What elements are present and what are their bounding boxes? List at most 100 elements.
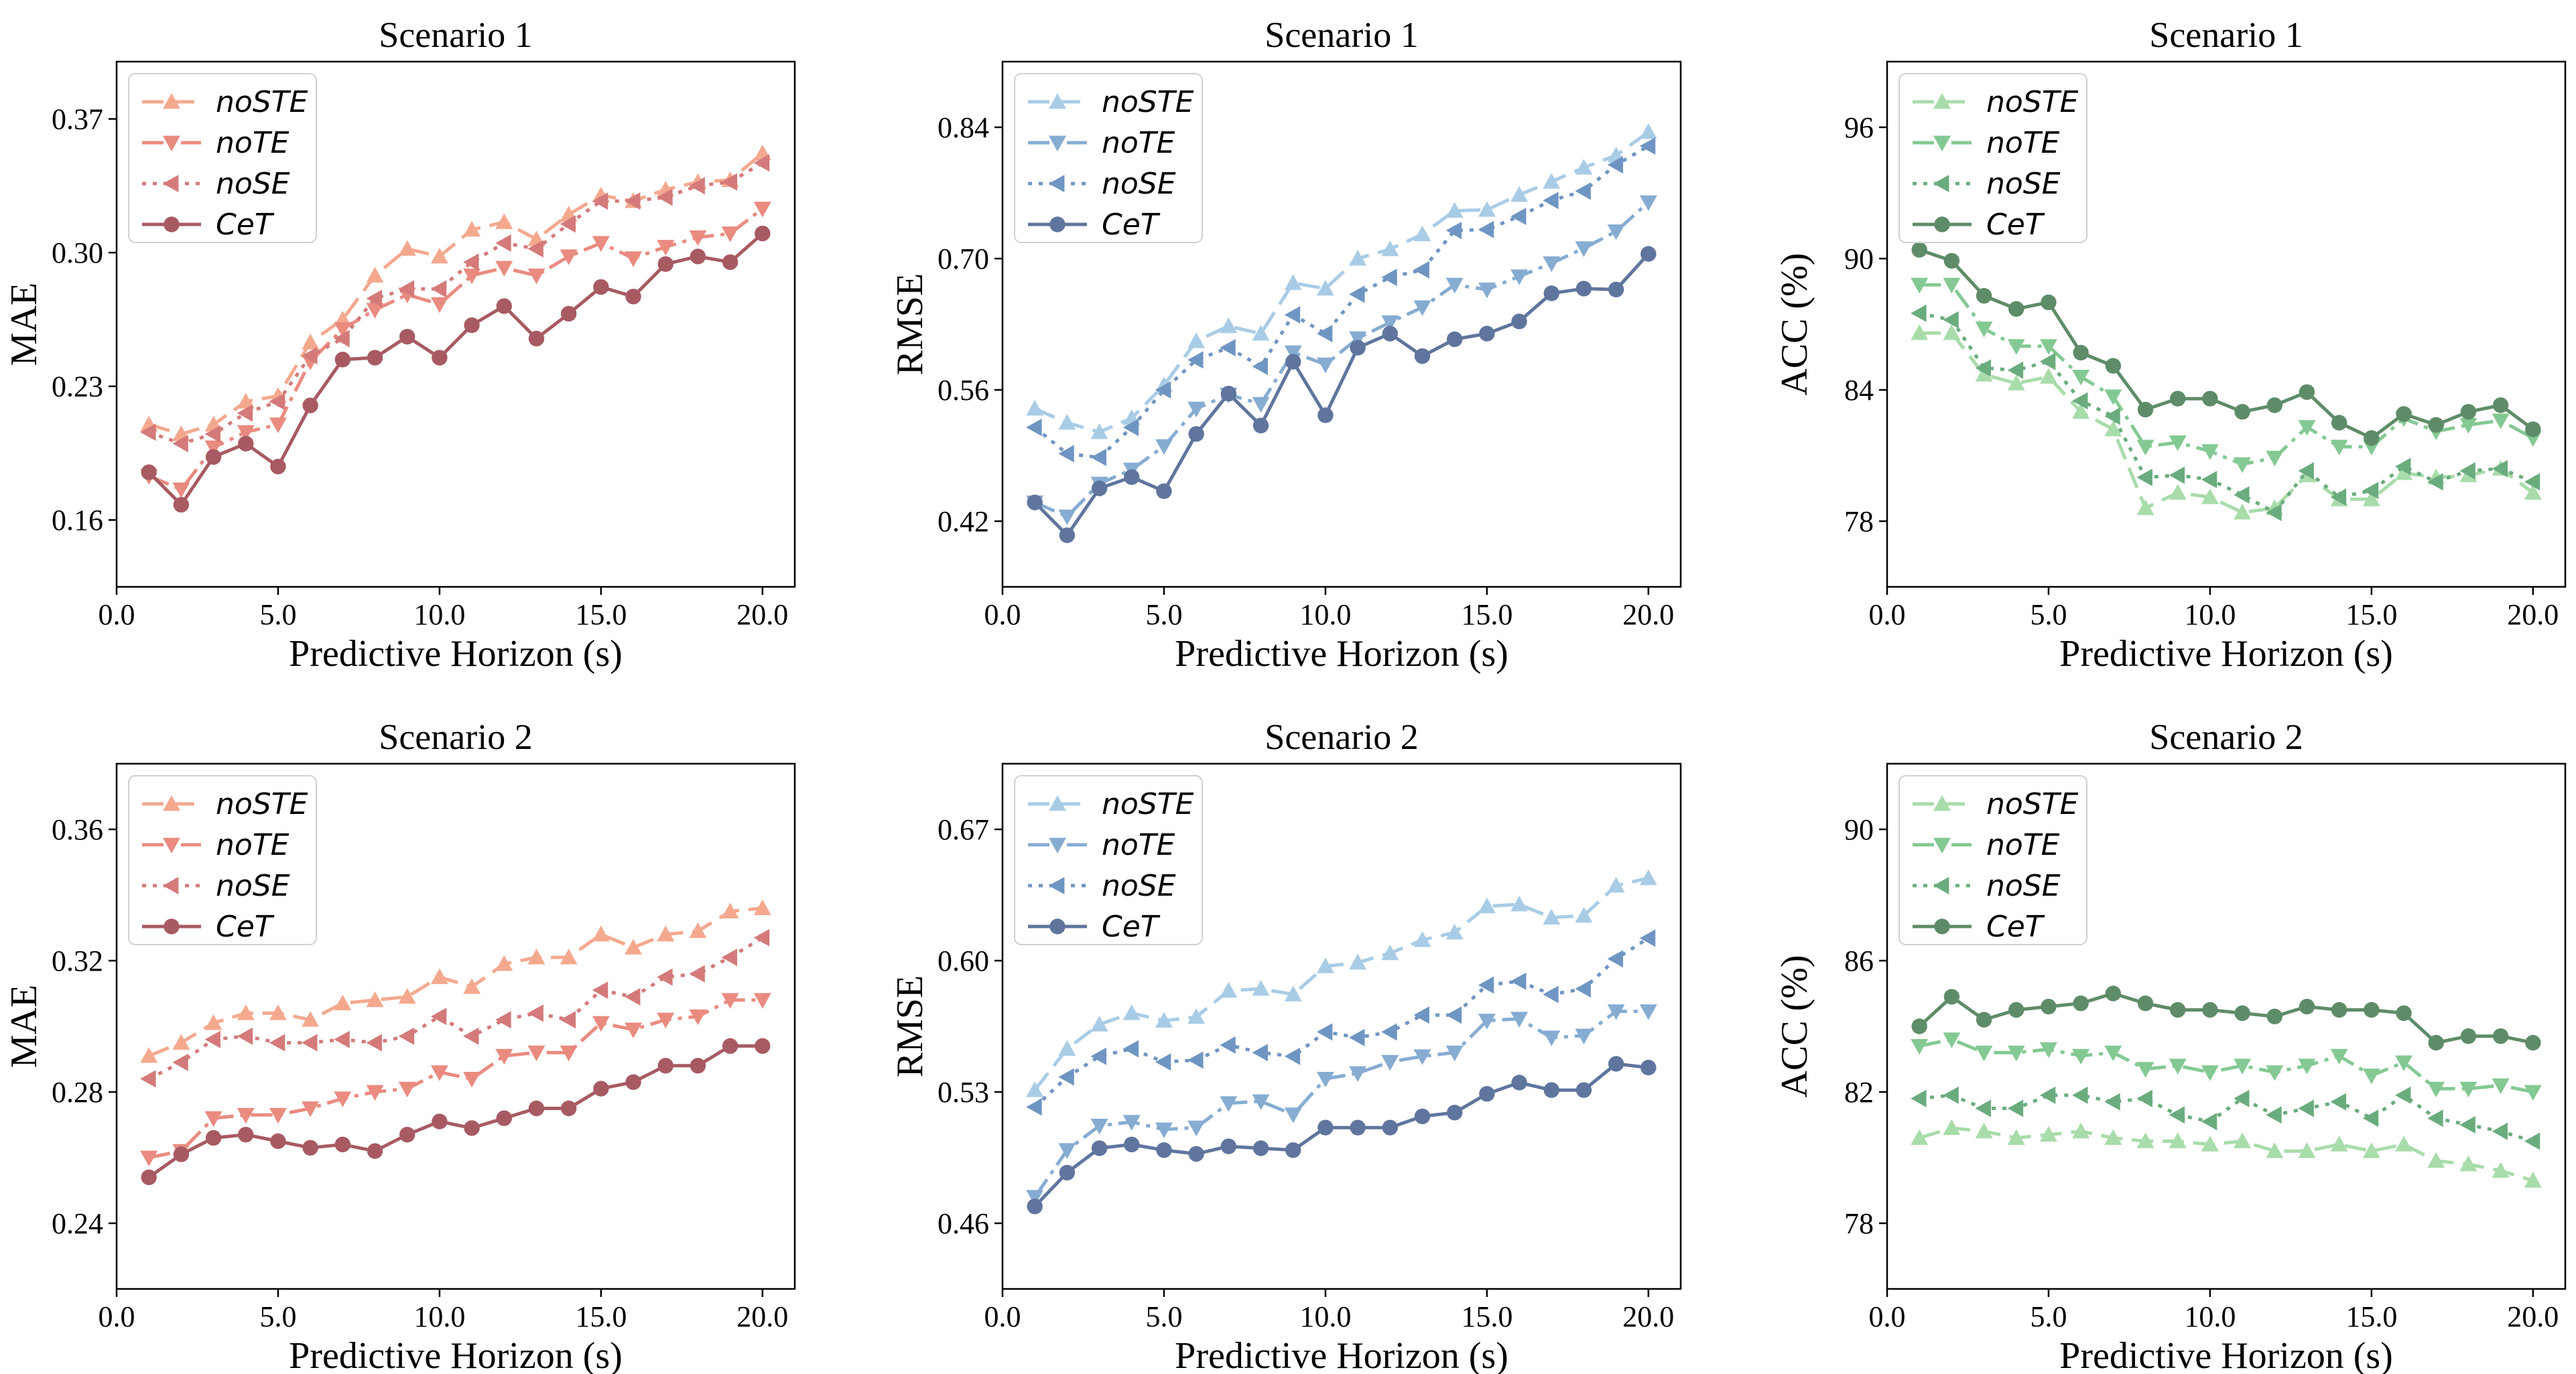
- data-point-noSE: [495, 1011, 511, 1029]
- data-point-CeT: [496, 1110, 512, 1126]
- data-point-CeT: [2266, 1008, 2282, 1025]
- data-point-noTE: [2362, 1069, 2380, 1085]
- data-point-noTE: [1639, 195, 1657, 211]
- data-point-noTE: [1510, 269, 1529, 285]
- data-point-noSE: [1911, 1089, 1927, 1107]
- data-point-CeT: [367, 350, 383, 366]
- legend-label: noSTE: [1102, 787, 1194, 821]
- data-point-noSE: [625, 192, 641, 210]
- data-point-noSE: [1975, 359, 1991, 377]
- y-tick-label: 0.32: [52, 945, 103, 977]
- legend-label: CeT: [1986, 208, 2045, 242]
- data-point-noTE: [2072, 1048, 2090, 1065]
- series-noSE: [140, 154, 770, 453]
- series-CeT: [1027, 1056, 1657, 1215]
- data-point-noSE: [1026, 419, 1042, 436]
- data-point-noSE: [592, 192, 608, 210]
- data-point-CeT: [755, 1038, 771, 1054]
- data-point-CeT: [2234, 1005, 2250, 1022]
- data-point-noTE: [2007, 1045, 2025, 1062]
- data-point-noSE: [1510, 972, 1527, 990]
- data-point-noTE: [1187, 1120, 1206, 1137]
- legend-label: noSTE: [1986, 85, 2079, 119]
- data-point-noSE: [2201, 470, 2217, 488]
- series-line-noTE: [1919, 1038, 2534, 1094]
- series-CeT: [1911, 985, 2541, 1051]
- data-point-noSE: [689, 177, 705, 195]
- data-point-noSE: [1478, 976, 1494, 994]
- data-point-noSE: [657, 968, 673, 986]
- data-point-noSTE: [430, 968, 448, 984]
- data-point-noSTE: [1349, 250, 1367, 266]
- data-point-noSTE: [1943, 1119, 1961, 1136]
- data-point-noSTE: [2007, 374, 2025, 391]
- legend-marker-noSTE: [1933, 795, 1951, 811]
- x-tick-label: 15.0: [575, 598, 627, 631]
- legend: noSTE noTE noSE CeT: [1898, 775, 2087, 945]
- data-point-noSTE: [1252, 980, 1270, 996]
- data-point-CeT: [2266, 397, 2282, 413]
- data-point-noTE: [495, 261, 513, 277]
- data-point-CeT: [1414, 1108, 1431, 1125]
- data-point-noSTE: [1058, 1040, 1076, 1056]
- x-tick-label: 5.0: [2030, 598, 2067, 631]
- data-point-CeT: [2170, 1002, 2186, 1018]
- y-tick-label: 0.24: [52, 1207, 103, 1240]
- x-tick-label: 0.0: [99, 598, 135, 631]
- data-point-noSE: [269, 393, 285, 411]
- legend-box: [1898, 73, 2087, 243]
- data-point-noTE: [1220, 1096, 1238, 1112]
- data-point-noSE: [2492, 1122, 2508, 1140]
- data-point-CeT: [302, 397, 318, 413]
- data-point-CeT: [2105, 358, 2122, 374]
- series-line-CeT: [1918, 991, 2534, 1044]
- data-point-noTE: [1413, 300, 1431, 316]
- data-point-noTE: [1155, 439, 1173, 455]
- plot-frame: [115, 762, 796, 1290]
- data-point-CeT: [722, 254, 738, 271]
- data-point-noSE: [560, 215, 576, 233]
- data-point-noSE: [1943, 1086, 1959, 1104]
- data-point-CeT: [1446, 331, 1463, 348]
- series-noSE: [1911, 304, 2540, 521]
- data-point-CeT: [399, 328, 415, 345]
- data-point-noTE: [2492, 1078, 2510, 1095]
- x-tick-label: 20.0: [2507, 1300, 2559, 1333]
- data-point-noSTE: [1478, 201, 1496, 217]
- data-point-noSE: [1220, 1036, 1236, 1054]
- data-point-noTE: [2136, 439, 2154, 456]
- data-point-noSE: [1575, 182, 1591, 200]
- series-noTE: [140, 202, 771, 498]
- data-point-CeT: [1252, 1140, 1269, 1156]
- data-point-CeT: [1640, 246, 1657, 262]
- legend-marker-CeT: [164, 918, 180, 935]
- data-point-noSTE: [1911, 1129, 1929, 1145]
- data-point-noSE: [1975, 1099, 1991, 1117]
- data-point-noSE: [2234, 1089, 2250, 1107]
- data-point-noSE: [302, 1034, 318, 1052]
- legend-marker-noTE: [1049, 135, 1066, 151]
- data-point-CeT: [625, 288, 641, 305]
- data-point-noTE: [1639, 1004, 1657, 1020]
- data-point-noSE: [1187, 351, 1204, 369]
- data-point-noSE: [1607, 156, 1624, 174]
- data-point-CeT: [1943, 253, 1960, 269]
- data-point-CeT: [432, 350, 448, 366]
- data-point-noSE: [1284, 306, 1301, 324]
- data-point-CeT: [2492, 1028, 2509, 1044]
- data-point-noSE: [334, 1030, 350, 1048]
- data-point-noSTE: [2039, 368, 2057, 384]
- data-point-noSTE: [1026, 1081, 1044, 1097]
- y-tick-label: 0.37: [52, 103, 103, 136]
- data-point-noSTE: [657, 925, 675, 942]
- data-point-CeT: [1350, 340, 1366, 356]
- legend-marker-noTE: [163, 837, 180, 853]
- data-point-noTE: [1911, 1039, 1929, 1055]
- data-point-CeT: [1285, 354, 1301, 370]
- data-point-noSE: [2201, 1113, 2217, 1131]
- data-point-noSE: [527, 1004, 543, 1022]
- data-point-CeT: [2428, 1034, 2444, 1051]
- y-tick-label: 0.46: [938, 1207, 989, 1240]
- y-tick-label: 0.28: [52, 1076, 103, 1109]
- legend-marker-noSE: [1049, 877, 1065, 894]
